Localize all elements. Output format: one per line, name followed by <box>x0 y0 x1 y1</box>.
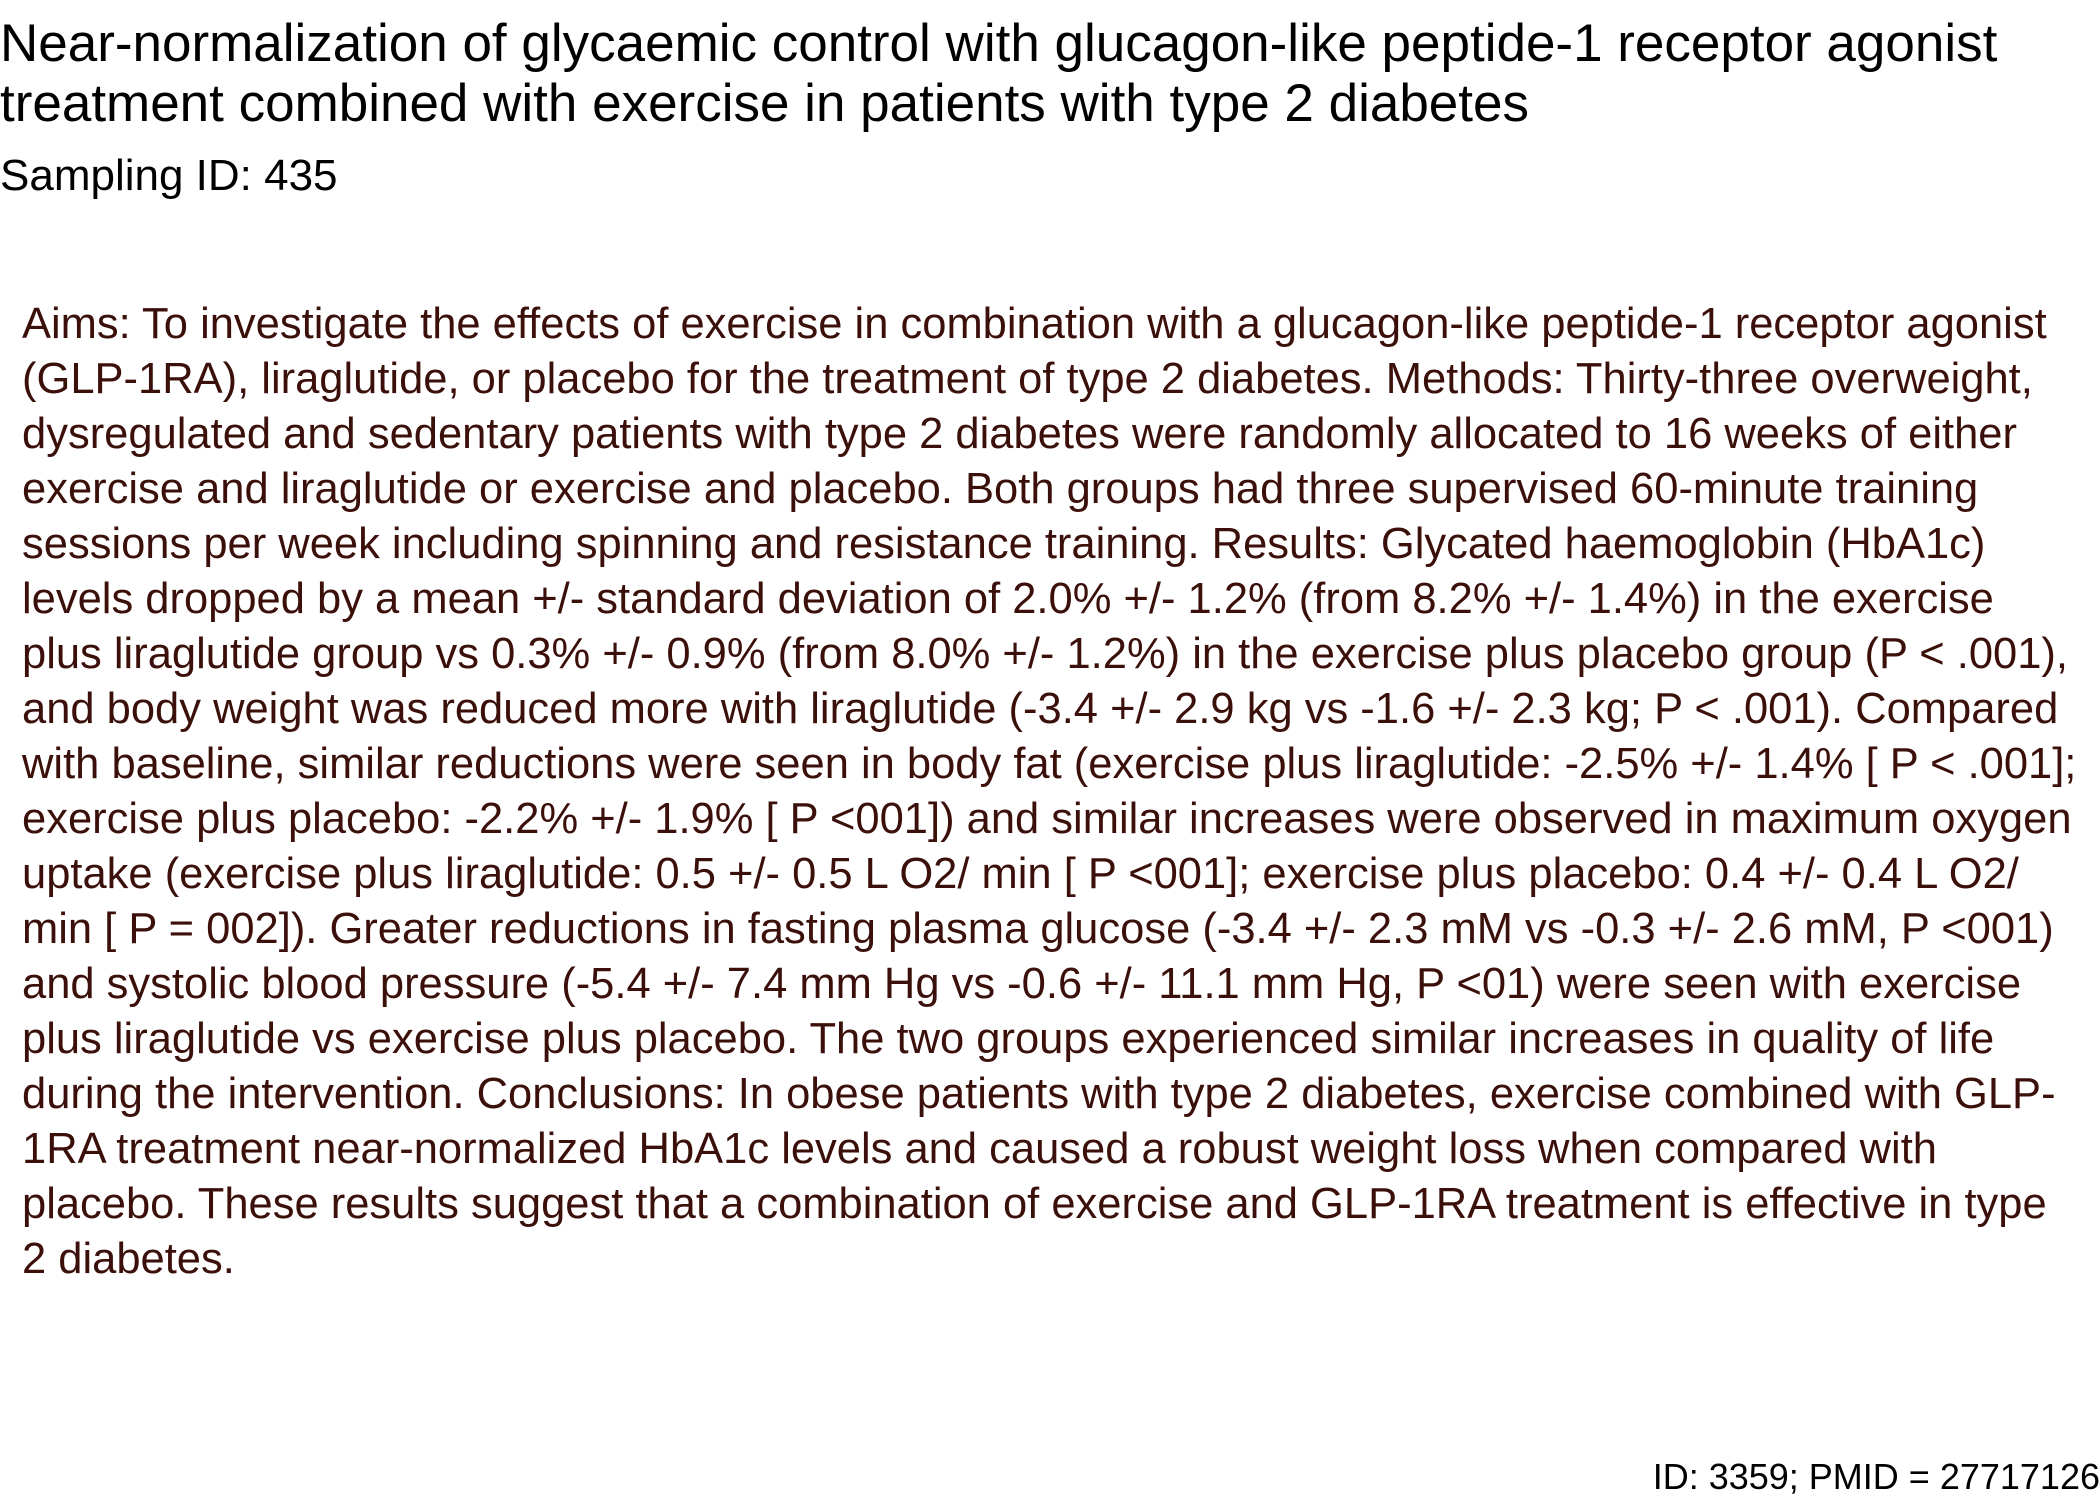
footer-id: ID: 3359; PMID = 27717126 <box>1652 1456 2100 1497</box>
document-title: Near-normalization of glycaemic control … <box>0 14 1998 133</box>
sampling-id: Sampling ID: 435 <box>0 151 338 200</box>
abstract-text: Aims: To investigate the effects of exer… <box>22 300 2077 1283</box>
